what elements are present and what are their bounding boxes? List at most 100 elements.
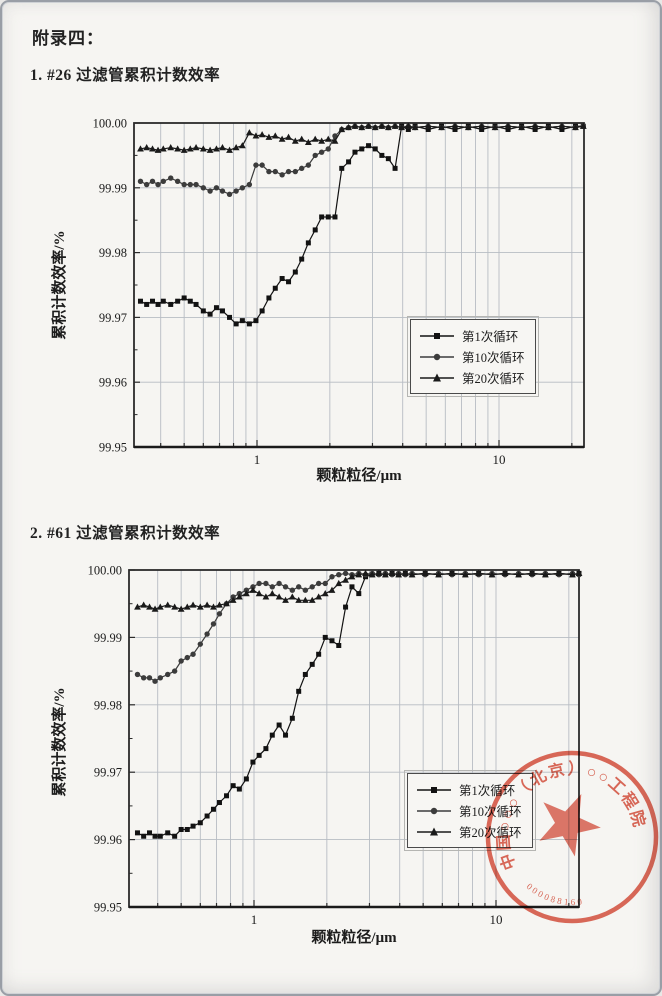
triangle-marker xyxy=(451,122,459,129)
square-marker xyxy=(299,256,305,262)
triangle-marker xyxy=(515,571,523,578)
circle-marker xyxy=(146,675,153,681)
series-line-circle xyxy=(140,125,584,195)
y-tick-label: 99.95 xyxy=(94,901,122,915)
triangle-marker xyxy=(365,122,372,129)
triangle-marker xyxy=(475,569,483,576)
square-marker xyxy=(283,732,289,738)
square-marker xyxy=(207,311,213,317)
triangle-marker xyxy=(174,145,182,152)
triangle-marker xyxy=(137,145,144,152)
circle-marker xyxy=(216,611,223,617)
square-marker xyxy=(559,126,565,132)
triangle-marker xyxy=(438,123,445,131)
triangle-marker xyxy=(491,123,499,131)
square-marker xyxy=(359,146,365,152)
square-marker xyxy=(305,240,311,246)
circle-marker xyxy=(239,185,246,191)
circle-marker xyxy=(315,580,322,587)
circle-marker xyxy=(181,181,187,188)
triangle-marker xyxy=(478,122,486,129)
legend-square-marker-icon xyxy=(420,332,454,339)
legend-square-marker-icon xyxy=(417,786,451,793)
circle-marker xyxy=(178,658,184,664)
circle-marker xyxy=(171,668,178,674)
circle-marker xyxy=(332,133,338,139)
x-tick-label: 10 xyxy=(490,912,503,927)
circle-marker xyxy=(259,162,265,168)
triangle-marker xyxy=(411,123,419,131)
triangle-marker xyxy=(311,135,319,142)
triangle-marker xyxy=(295,596,303,603)
triangle-marker xyxy=(401,569,409,576)
y-tick-label: 99.99 xyxy=(99,181,127,195)
triangle-marker xyxy=(351,122,359,129)
triangle-marker xyxy=(388,569,396,576)
square-marker xyxy=(349,584,355,590)
circle-marker xyxy=(305,162,312,168)
square-marker xyxy=(336,642,342,648)
circle-marker xyxy=(325,146,331,152)
triangle-marker xyxy=(275,593,283,600)
triangle-marker xyxy=(143,144,151,151)
square-marker xyxy=(339,165,345,171)
triangle-marker xyxy=(315,593,323,600)
y-tick-label: 99.96 xyxy=(94,833,122,847)
square-marker xyxy=(266,295,272,301)
circle-marker xyxy=(282,584,289,590)
square-marker xyxy=(184,826,190,832)
circle-marker xyxy=(322,580,328,587)
triangle-marker xyxy=(579,122,587,129)
triangle-marker xyxy=(252,132,260,139)
square-marker xyxy=(134,830,140,836)
square-marker xyxy=(193,301,199,307)
triangle-marker xyxy=(488,571,496,578)
circle-marker xyxy=(134,671,141,678)
triangle-marker xyxy=(318,137,326,144)
square-marker xyxy=(269,732,275,738)
circle-marker xyxy=(137,178,144,185)
circle-marker xyxy=(143,181,150,188)
cumulative-efficiency-chart-26: 100.00 99.99 99.98 99.97 99.96 99.95 1 10 颗粒粒径/μ… xyxy=(50,117,587,484)
square-marker xyxy=(385,156,391,162)
circle-marker xyxy=(213,185,220,191)
circle-marker xyxy=(190,651,196,657)
stamp-star-icon xyxy=(539,794,601,857)
circle-marker xyxy=(292,168,299,175)
circle-marker xyxy=(318,149,325,155)
triangle-marker xyxy=(504,122,512,129)
triangle-marker xyxy=(177,605,185,612)
y-tick-label: 99.99 xyxy=(94,631,122,645)
triangle-marker xyxy=(146,603,153,610)
stamp-serial-number: 000088160 xyxy=(523,880,587,910)
triangle-marker xyxy=(408,571,416,578)
square-marker xyxy=(181,295,187,301)
circle-marker xyxy=(193,181,199,188)
circle-marker xyxy=(168,175,174,181)
square-marker xyxy=(259,308,265,314)
triangle-marker xyxy=(461,571,469,578)
stamp-outer-ring xyxy=(485,750,659,924)
chart-26-legend: 第1次循环 第10次循环 第20次循环 xyxy=(407,316,539,397)
legend-label: 第10次循环 xyxy=(462,351,525,365)
square-marker xyxy=(157,833,163,839)
triangle-marker xyxy=(245,129,253,136)
circle-marker xyxy=(269,584,275,590)
y-axis-title: 累积计数效率/% xyxy=(50,687,68,796)
series-line-circle xyxy=(137,572,580,682)
triangle-marker xyxy=(210,603,217,610)
square-marker xyxy=(372,146,378,152)
square-marker xyxy=(250,759,256,765)
legend-item: 第20次循环 xyxy=(419,367,525,388)
square-marker xyxy=(172,833,178,839)
triangle-marker xyxy=(541,571,549,578)
triangle-marker xyxy=(375,569,383,576)
triangle-marker xyxy=(555,569,563,576)
circle-marker xyxy=(266,168,272,175)
square-marker xyxy=(178,826,184,832)
y-tick-label: 99.95 xyxy=(99,441,127,455)
square-marker xyxy=(239,318,245,324)
triangle-marker xyxy=(140,601,148,608)
circle-marker xyxy=(200,185,207,191)
